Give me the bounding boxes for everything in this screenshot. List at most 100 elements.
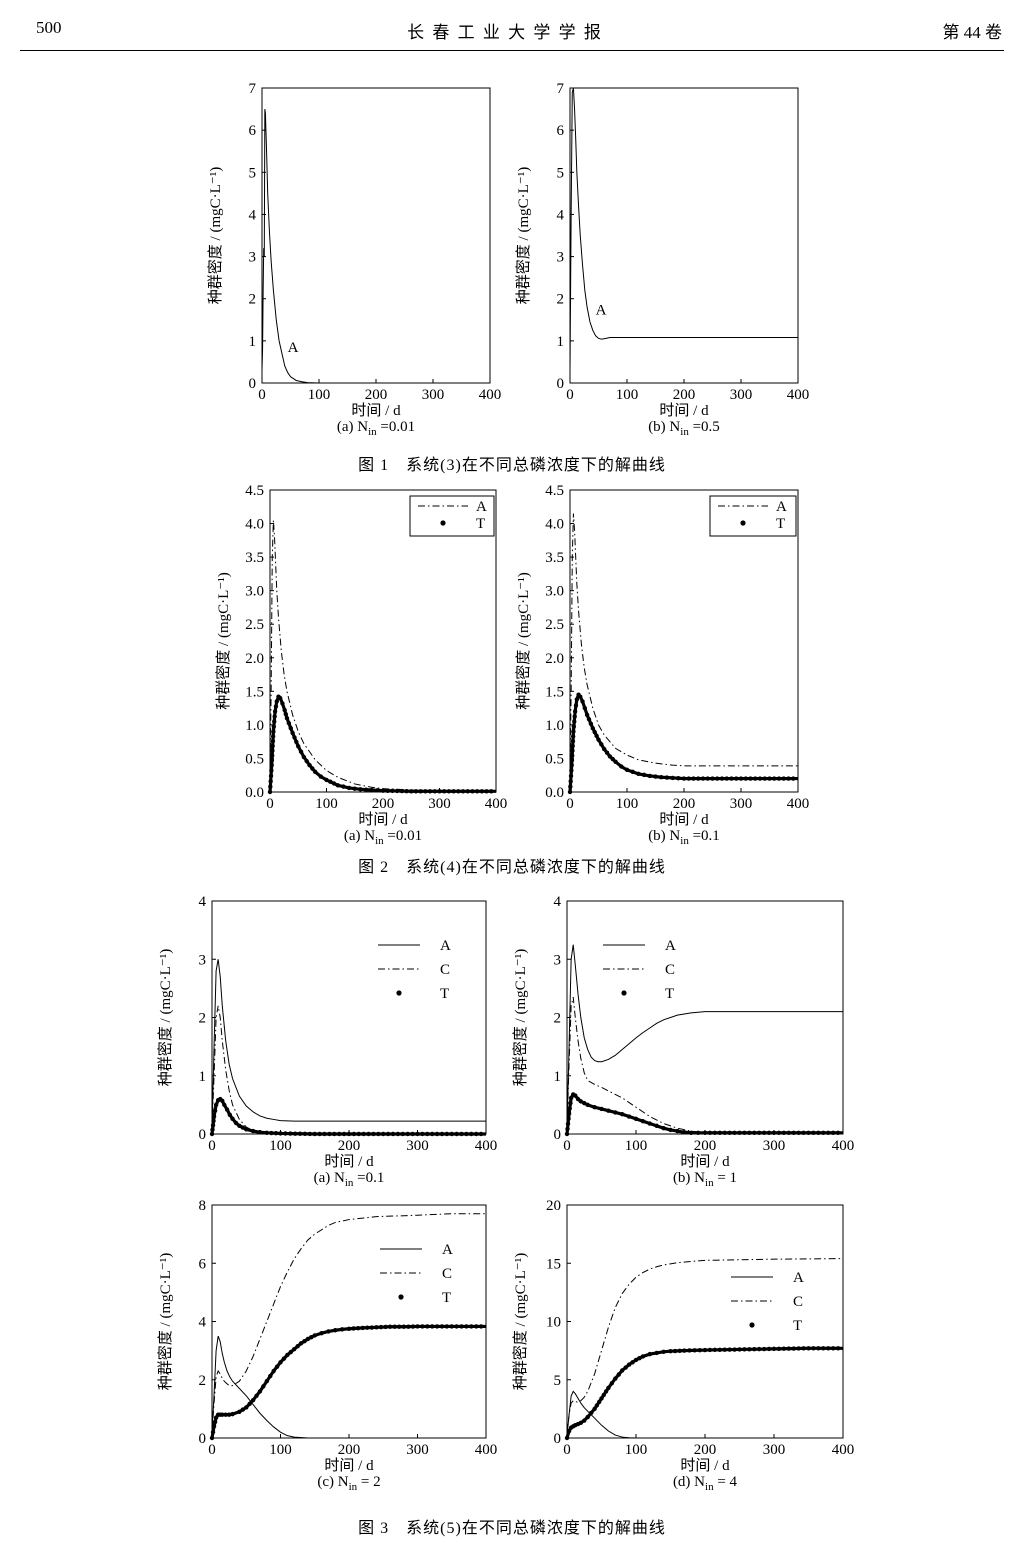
series-T-point	[220, 1098, 225, 1103]
y-tick-label: 5	[249, 165, 257, 181]
series-T-point	[464, 1131, 469, 1137]
x-axis-label: 时间 / d	[351, 402, 401, 419]
legend-label-C: C	[665, 962, 675, 978]
x-tick-label: 0	[566, 796, 574, 812]
series-T-point	[257, 1130, 263, 1135]
series-T-point	[309, 1335, 314, 1340]
y-tick-label: 4	[557, 207, 565, 223]
series-T-point	[484, 789, 489, 794]
series-T-point	[366, 1131, 371, 1137]
series-T-point	[404, 789, 409, 794]
series-T-point	[654, 1350, 659, 1356]
series-T-point	[400, 1131, 406, 1137]
series-T-point	[568, 784, 573, 789]
series-T-point	[415, 1131, 420, 1137]
series-T-line	[210, 1324, 486, 1439]
y-tick-label: 3	[199, 952, 207, 968]
series-T-point	[250, 1397, 256, 1403]
series-T-point	[570, 748, 575, 753]
x-tick-label: 300	[730, 796, 753, 812]
legend-marker-T	[440, 520, 446, 526]
series-T-point	[319, 1330, 324, 1336]
series-T-point	[213, 1102, 219, 1108]
series-T-line	[565, 1092, 843, 1135]
series-T-point	[620, 1111, 625, 1117]
series-T-point	[630, 769, 635, 775]
series-T-point	[401, 1324, 406, 1329]
legend: AT	[709, 495, 797, 537]
series-T-point	[584, 712, 590, 718]
series-T-point	[237, 1123, 242, 1129]
series-T-point	[675, 1128, 680, 1134]
series-T-point	[757, 1130, 762, 1136]
subcaption-prefix: (c) N	[317, 1474, 348, 1490]
series-T-point	[351, 1326, 356, 1331]
legend-label-A: A	[476, 499, 487, 515]
series-T-point	[274, 699, 279, 704]
series-T-point	[478, 1131, 484, 1137]
series-A-line	[261, 109, 490, 384]
series-T-point	[286, 720, 292, 726]
curve-label: A	[596, 302, 607, 318]
series-T-point	[588, 1410, 594, 1416]
series-T-point	[317, 1131, 322, 1137]
series-T-point	[295, 1344, 300, 1349]
series-T-point	[786, 1130, 791, 1136]
series-T-point	[582, 1100, 587, 1106]
subcaption-prefix: (d) N	[673, 1474, 705, 1490]
legend-label-T: T	[776, 516, 785, 532]
series-T-point	[582, 705, 588, 711]
series-T-point	[747, 1347, 752, 1352]
series-T-point	[586, 717, 592, 722]
series-T-point	[288, 1349, 293, 1355]
series-T-point	[454, 1324, 459, 1329]
series-T-point	[387, 1324, 393, 1329]
series-T-point	[568, 1100, 573, 1106]
series-T-point	[729, 776, 734, 781]
series-T-point	[571, 729, 576, 734]
series-T-group	[267, 694, 496, 795]
x-tick-label: 300	[406, 1138, 429, 1154]
series-T-point	[280, 701, 285, 706]
series-A-line	[269, 520, 496, 792]
series-T-point	[429, 1324, 435, 1329]
series-T-point	[715, 776, 720, 781]
series-T-point	[619, 764, 624, 769]
series-T-point	[830, 1346, 836, 1351]
subfigure-caption: (a) Nin =0.01	[337, 419, 415, 438]
series-T-point	[285, 1352, 290, 1358]
series-T-point	[271, 729, 276, 734]
series-T-point	[748, 776, 753, 781]
subcaption-subscript: in	[368, 426, 377, 438]
series-T-point	[826, 1130, 831, 1136]
series-T-point	[210, 1123, 216, 1128]
series-T-point	[406, 1324, 411, 1329]
series-T-line	[565, 1346, 843, 1439]
y-tick-label: 7	[557, 81, 565, 97]
x-tick-label: 100	[269, 1138, 292, 1154]
series-T-point	[284, 715, 290, 721]
y-axis-label: 种群密度 / (mgC·L⁻¹)	[515, 167, 532, 304]
series-A-line	[569, 513, 798, 779]
series-T-point	[302, 1131, 308, 1137]
series-T-point	[385, 1131, 391, 1137]
series-T-point	[771, 1346, 777, 1352]
x-tick-label: 0	[208, 1138, 216, 1154]
series-T-point	[479, 789, 485, 794]
series-T-point	[410, 1324, 416, 1329]
series-T-point	[211, 1114, 217, 1119]
series-T-point	[313, 769, 318, 775]
y-tick-label: 0.5	[245, 751, 264, 767]
y-tick-label: 2	[557, 292, 565, 308]
x-tick-label: 200	[338, 1442, 361, 1458]
series-T-point	[603, 1389, 609, 1394]
y-tick-label: 2	[199, 1373, 207, 1389]
series-T-point	[273, 704, 279, 709]
series-T-point	[230, 1411, 235, 1417]
subcaption-subscript: in	[705, 1177, 714, 1189]
x-tick-label: 300	[406, 1442, 429, 1458]
y-tick-label: 3	[557, 250, 565, 266]
series-T-point	[702, 1347, 708, 1353]
series-T-point	[451, 789, 456, 794]
subcaption-subscript: in	[375, 835, 384, 847]
